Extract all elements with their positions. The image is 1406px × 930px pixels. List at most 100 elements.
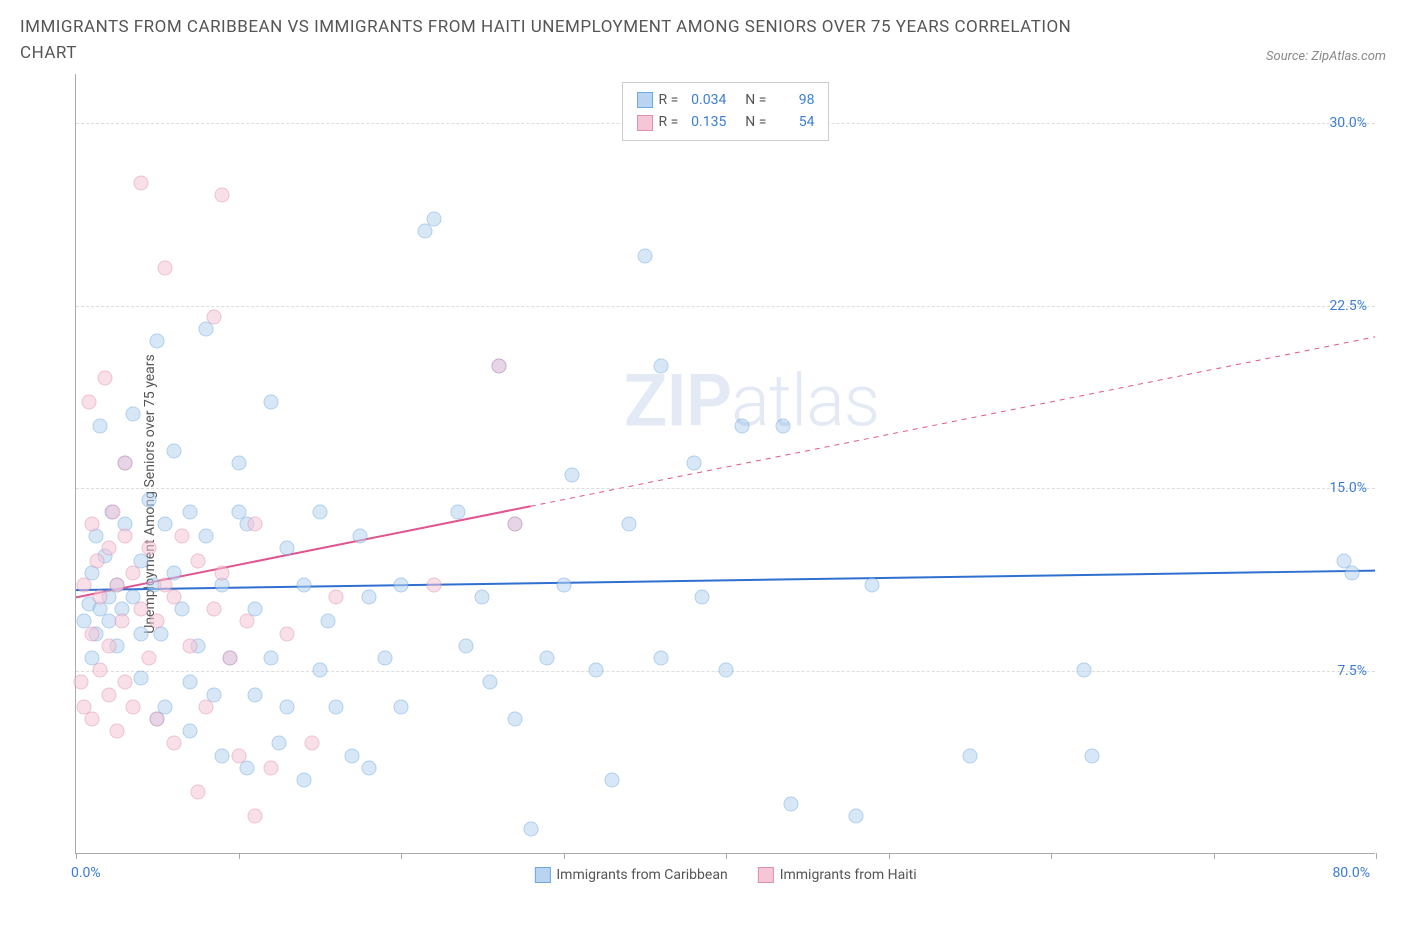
scatter-point (320, 614, 335, 629)
scatter-point (174, 602, 189, 617)
scatter-point (109, 724, 124, 739)
scatter-point (117, 675, 132, 690)
scatter-point (507, 711, 522, 726)
scatter-point (304, 736, 319, 751)
scatter-point (239, 760, 254, 775)
scatter-point (247, 687, 262, 702)
scatter-point (158, 516, 173, 531)
scatter-point (190, 553, 205, 568)
y-tick-label: 30.0% (1329, 115, 1367, 131)
scatter-point (134, 602, 149, 617)
series-name: Immigrants from Caribbean (556, 867, 727, 883)
scatter-point (215, 748, 230, 763)
scatter-point (507, 516, 522, 531)
scatter-point (125, 407, 140, 422)
scatter-point (694, 590, 709, 605)
legend-n-value: 98 (772, 89, 814, 111)
y-tick-label: 15.0% (1329, 480, 1367, 496)
scatter-point (134, 626, 149, 641)
scatter-point (329, 590, 344, 605)
scatter-point (775, 419, 790, 434)
scatter-point (223, 651, 238, 666)
scatter-point (85, 626, 100, 641)
scatter-point (272, 736, 287, 751)
scatter-point (101, 541, 116, 556)
scatter-point (784, 797, 799, 812)
scatter-point (125, 699, 140, 714)
y-tick-label: 22.5% (1329, 298, 1367, 314)
scatter-point (215, 565, 230, 580)
scatter-point (109, 577, 124, 592)
scatter-point (637, 248, 652, 263)
scatter-point (182, 724, 197, 739)
scatter-point (361, 760, 376, 775)
scatter-point (540, 651, 555, 666)
scatter-point (247, 809, 262, 824)
y-tick-label: 7.5% (1337, 663, 1367, 679)
scatter-point (82, 395, 97, 410)
stats-legend: R =0.034 N =98R =0.135 N =54 (622, 82, 830, 141)
scatter-point (280, 541, 295, 556)
scatter-point (394, 699, 409, 714)
scatter-point (654, 651, 669, 666)
scatter-point (114, 614, 129, 629)
legend-swatch (534, 867, 550, 883)
scatter-point (166, 736, 181, 751)
x-tick (1051, 853, 1052, 859)
scatter-point (1084, 748, 1099, 763)
x-tick (726, 853, 727, 859)
scatter-point (426, 212, 441, 227)
scatter-point (150, 334, 165, 349)
scatter-point (353, 529, 368, 544)
scatter-point (654, 358, 669, 373)
scatter-point (329, 699, 344, 714)
scatter-point (158, 261, 173, 276)
scatter-point (85, 711, 100, 726)
scatter-point (280, 626, 295, 641)
scatter-point (150, 614, 165, 629)
scatter-point (361, 590, 376, 605)
scatter-point (491, 358, 506, 373)
scatter-point (142, 541, 157, 556)
x-tick (76, 853, 77, 859)
scatter-point (101, 638, 116, 653)
x-max-label: 80.0% (1332, 865, 1370, 881)
series-legend-item: Immigrants from Haiti (758, 867, 917, 883)
scatter-point (264, 651, 279, 666)
series-name: Immigrants from Haiti (780, 867, 917, 883)
scatter-point (394, 577, 409, 592)
chart-title: IMMIGRANTS FROM CARIBBEAN VS IMMIGRANTS … (20, 15, 1120, 66)
scatter-point (93, 663, 108, 678)
legend-n-label: N = (745, 89, 766, 111)
x-tick (1376, 853, 1377, 859)
scatter-point (312, 663, 327, 678)
legend-r-value: 0.135 (684, 111, 726, 133)
chart-container: Unemployment Among Seniors over 75 years… (20, 74, 1386, 914)
scatter-point (90, 553, 105, 568)
legend-n-value: 54 (772, 111, 814, 133)
scatter-point (174, 529, 189, 544)
plot-area: ZIPatlas R =0.034 N =98R =0.135 N =54 Im… (75, 74, 1375, 854)
x-tick (401, 853, 402, 859)
scatter-point (962, 748, 977, 763)
legend-swatch (758, 867, 774, 883)
scatter-point (199, 699, 214, 714)
scatter-point (182, 504, 197, 519)
scatter-point (589, 663, 604, 678)
scatter-point (719, 663, 734, 678)
scatter-point (85, 516, 100, 531)
scatter-point (166, 443, 181, 458)
scatter-point (207, 602, 222, 617)
legend-n-label: N = (745, 111, 766, 133)
scatter-point (450, 504, 465, 519)
scatter-point (182, 638, 197, 653)
legend-r-label: R = (659, 111, 679, 133)
gridline (76, 488, 1375, 489)
legend-row: R =0.034 N =98 (637, 89, 815, 111)
x-tick (889, 853, 890, 859)
scatter-point (264, 760, 279, 775)
scatter-point (280, 699, 295, 714)
scatter-point (93, 419, 108, 434)
scatter-point (556, 577, 571, 592)
scatter-point (93, 590, 108, 605)
